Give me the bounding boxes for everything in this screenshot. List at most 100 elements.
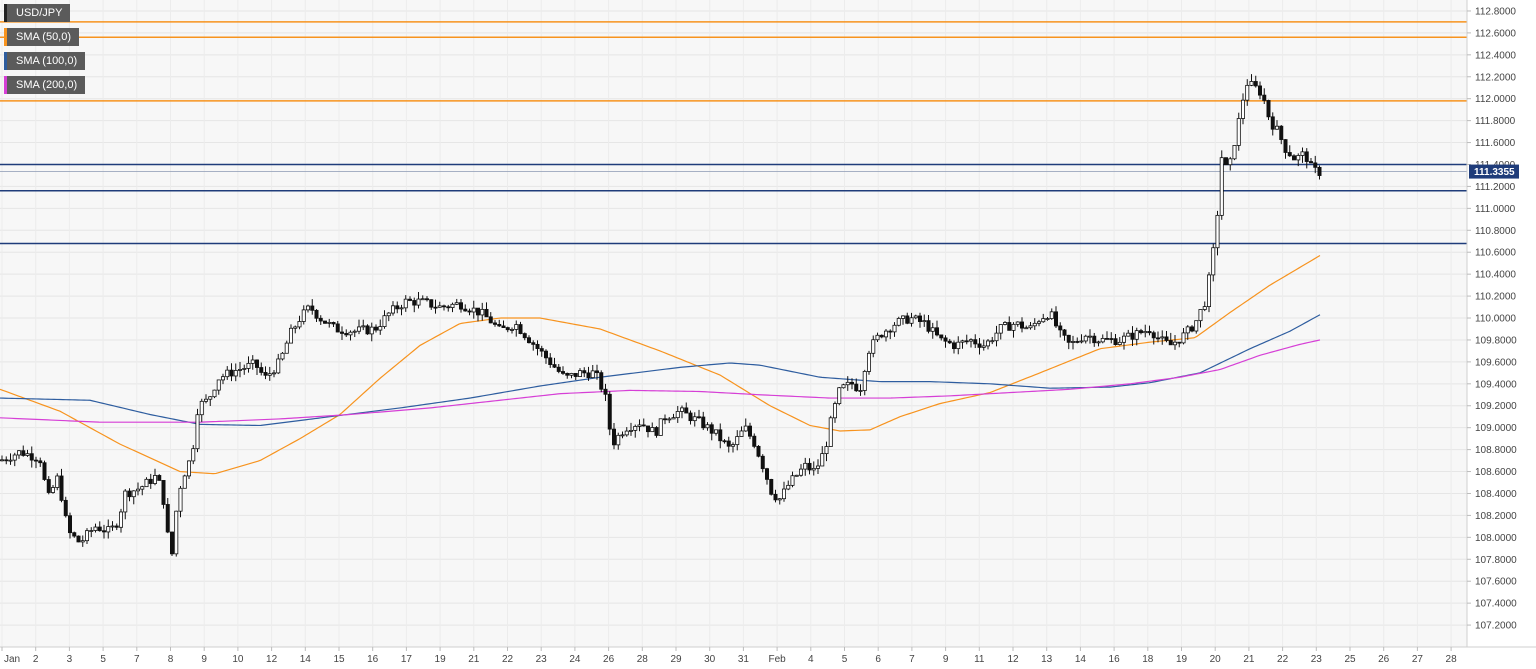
candle-body [782, 488, 787, 500]
candle-body [956, 341, 961, 350]
candle-body [1066, 334, 1071, 343]
candle-body [854, 383, 859, 392]
candle-body [901, 315, 906, 319]
candle-body [446, 306, 451, 309]
candle-body [973, 339, 978, 345]
candle-body [896, 318, 901, 326]
candle-body [403, 298, 408, 309]
candle-body [739, 430, 744, 437]
legend-item-usdjpy[interactable]: USD/JPY [4, 4, 71, 22]
candle-body [752, 435, 757, 447]
x-tick-label: 24 [569, 654, 581, 665]
candle-body [280, 352, 285, 360]
candle-body [152, 475, 157, 484]
candle-body [267, 373, 272, 376]
candle-body [1279, 125, 1284, 140]
candle-body [399, 307, 404, 310]
candle-body [624, 430, 629, 436]
candle-body [1011, 323, 1016, 331]
candle-body [339, 331, 344, 334]
candle-body [216, 379, 221, 391]
y-tick-label: 109.6000 [1475, 357, 1517, 368]
x-tick-label: 6 [875, 654, 881, 665]
candle-body [603, 388, 608, 395]
candle-body [773, 493, 778, 501]
candle-body [1083, 335, 1088, 342]
legend-item-sma100[interactable]: SMA (100,0) [4, 52, 86, 70]
candle-body [157, 475, 162, 481]
candle-body [1236, 118, 1241, 146]
candle-body [127, 490, 132, 498]
x-tick-label: 5 [100, 654, 106, 665]
y-axis: 112.8000 112.6000 112.4000 112.2000 112.0000… [1467, 6, 1517, 632]
candle-body [892, 324, 897, 333]
candle-body [416, 298, 421, 306]
candle-body [1207, 274, 1212, 307]
candle-body [1241, 99, 1246, 119]
legend-item-sma200[interactable]: SMA (200,0) [4, 76, 86, 94]
y-tick-label: 108.2000 [1475, 511, 1517, 522]
candle-body [1071, 341, 1076, 343]
sma100-line [0, 314, 1321, 427]
candle-body [990, 340, 995, 343]
candle-body [1296, 155, 1301, 161]
candle-body [731, 444, 736, 447]
candle-body [786, 484, 791, 490]
candle-body [314, 309, 319, 319]
candle-body [259, 367, 264, 373]
x-tick-label: 2 [33, 654, 39, 665]
x-tick-label: 12 [1007, 654, 1019, 665]
x-tick-label: 26 [1378, 654, 1390, 665]
candle-body [1304, 151, 1309, 162]
candle-body [561, 371, 566, 374]
candle-body [994, 332, 999, 342]
candle-body [458, 302, 463, 310]
candle-body [327, 321, 332, 324]
candle-body [1032, 322, 1037, 327]
candle-body [365, 325, 370, 335]
candle-body [709, 424, 714, 434]
candle-body [250, 359, 255, 364]
candle-body [633, 426, 638, 431]
candle-body [1198, 309, 1203, 322]
x-tick-label: 16 [367, 654, 379, 665]
legend-item-sma50[interactable]: SMA (50,0) [4, 28, 80, 46]
candle-body [237, 369, 242, 371]
y-tick-label: 109.4000 [1475, 379, 1517, 390]
candle-body [203, 398, 208, 402]
candle-body [369, 326, 374, 335]
sma-lines [0, 254, 1321, 475]
x-tick-label: 3 [67, 654, 73, 665]
candle-body [191, 448, 196, 462]
candle-body [297, 321, 302, 328]
candle-body [981, 345, 986, 348]
x-tick-label: 14 [300, 654, 312, 665]
candle-body [63, 499, 68, 517]
candle-body [799, 468, 804, 476]
x-tick-label: 26 [603, 654, 615, 665]
candle-body [318, 317, 323, 322]
candle-body [55, 475, 60, 488]
candle-body [913, 315, 918, 319]
candle-body [680, 407, 685, 412]
candle-body [254, 359, 259, 368]
candle-body [1275, 125, 1280, 130]
candle-body [620, 434, 625, 437]
legend-swatch [4, 76, 7, 94]
candle-body [395, 305, 400, 310]
candle-body [875, 334, 880, 341]
candle-body [429, 299, 434, 308]
candle-body [123, 490, 128, 513]
x-tick-label: 23 [1311, 654, 1323, 665]
x-tick-label: 29 [670, 654, 682, 665]
candle-body [947, 340, 952, 344]
candle-body [833, 403, 838, 419]
legend-label: USD/JPY [16, 7, 63, 19]
candle-body [161, 480, 166, 505]
candle-body [1105, 338, 1110, 340]
candle-body [867, 352, 872, 372]
candle-body [102, 530, 107, 533]
candle-body [68, 515, 73, 534]
x-tick-label: Jan [4, 654, 20, 665]
